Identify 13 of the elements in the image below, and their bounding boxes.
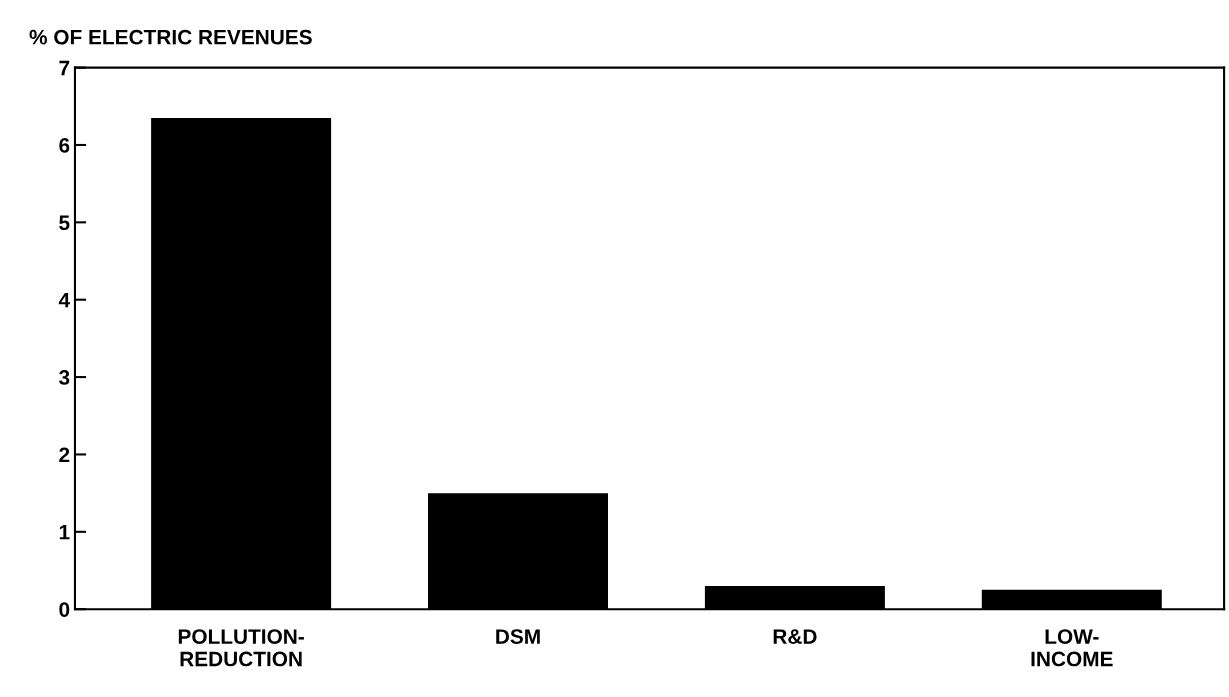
y-tick-label: 5: [59, 215, 70, 231]
y-tick-label: 4: [58, 292, 70, 308]
y-tick-label: 3: [59, 370, 70, 385]
y-tick-label: 0: [59, 602, 70, 617]
x-tick-label: R&D: [773, 629, 817, 644]
x-tick-label: POLLUTION- REDUCTION: [178, 629, 304, 667]
y-tick-label: 7: [59, 60, 70, 76]
x-tick-label: LOW- INCOME: [1031, 629, 1113, 667]
x-tick-label: DSM: [496, 629, 540, 644]
y-tick-label: 6: [59, 137, 70, 153]
y-tick-label: 2: [59, 447, 70, 462]
y-tick-label: 1: [59, 525, 70, 540]
y-axis-title: % OF ELECTRIC REVENUES: [29, 29, 312, 45]
